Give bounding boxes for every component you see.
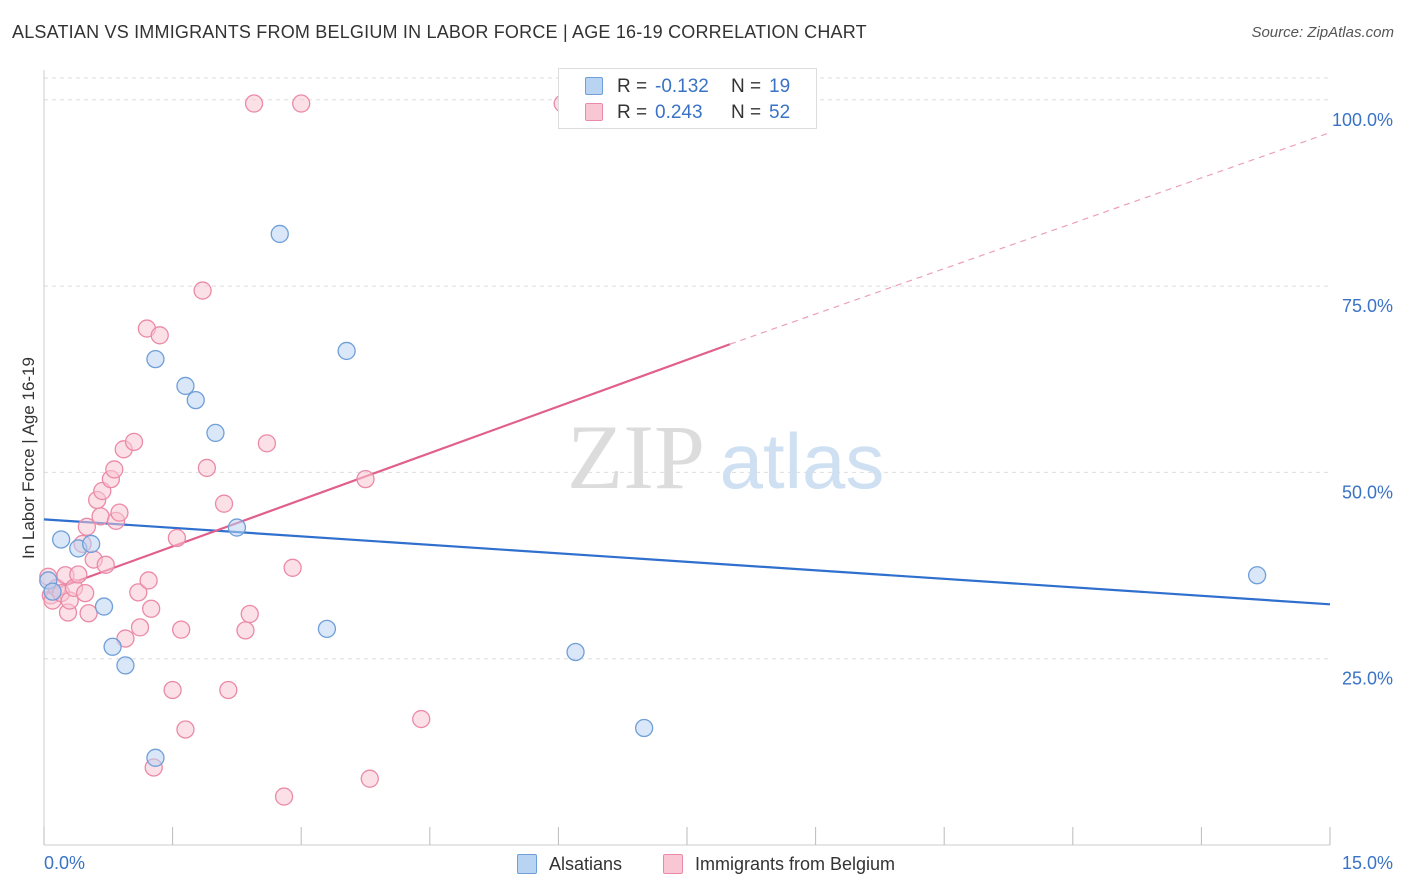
- belgium-trend-line: [43, 343, 731, 595]
- alsatians-n-value: 19: [769, 76, 791, 97]
- belgium-point: [142, 599, 161, 618]
- x-tick-label-min: 0.0%: [44, 853, 85, 873]
- series-legend: Alsatians Immigrants from Belgium: [0, 852, 1406, 876]
- r-label: R =: [617, 76, 648, 97]
- belgium-point: [139, 571, 158, 590]
- alsatians-r-value: -0.132: [655, 76, 709, 97]
- belgium-trend-extension: [729, 132, 1331, 345]
- belgium-point: [214, 494, 234, 513]
- chart-source: Source: ZipAtlas.com: [1251, 24, 1394, 41]
- belgium-point: [292, 94, 311, 113]
- belgium-point: [274, 787, 294, 806]
- y-tick-label: 50.0%: [1342, 482, 1393, 502]
- y-tick-label: 25.0%: [1342, 669, 1393, 689]
- belgium-point: [360, 769, 379, 788]
- alsatians-swatch: [585, 77, 603, 95]
- belgium-point: [244, 94, 264, 113]
- alsatians-point: [317, 619, 337, 639]
- alsatians-point: [186, 390, 205, 410]
- belgium-legend-label: Immigrants from Belgium: [695, 854, 896, 874]
- belgium-point: [219, 680, 238, 700]
- belgium-legend-swatch: [663, 854, 683, 874]
- alsatians-point: [82, 534, 101, 554]
- belgium-point: [167, 528, 187, 548]
- belgium-point: [79, 604, 98, 623]
- belgium-n-value: 52: [769, 102, 791, 123]
- alsatians-point: [206, 423, 225, 443]
- alsatians-point: [227, 518, 247, 537]
- grid-lines: [44, 77, 1330, 660]
- belgium-point: [176, 720, 195, 739]
- belgium-point: [172, 620, 191, 639]
- belgium-point: [283, 558, 302, 577]
- alsatians-point: [146, 349, 165, 369]
- belgium-point: [116, 629, 135, 648]
- belgium-point: [91, 507, 110, 526]
- alsatians-point: [337, 341, 356, 361]
- belgium-point: [197, 458, 217, 478]
- x-tick-label-max: 15.0%: [1342, 853, 1393, 873]
- belgium-point: [356, 469, 375, 489]
- n-label: N =: [731, 76, 762, 97]
- belgium-point: [150, 326, 169, 345]
- r-label: R =: [617, 102, 648, 123]
- alsatians-point: [43, 582, 62, 601]
- axes: 25.0% 50.0% 75.0% 100.0% 0.0% 15.0%: [43, 70, 1393, 873]
- alsatians-legend-label: Alsatians: [549, 854, 623, 874]
- belgium-point: [110, 503, 129, 522]
- belgium-point: [163, 680, 182, 700]
- watermark-atlas: atlas: [720, 417, 885, 505]
- belgium-point: [105, 460, 124, 479]
- belgium-point: [193, 281, 212, 300]
- belgium-point: [240, 604, 259, 624]
- alsatians-point: [566, 642, 585, 662]
- y-axis-label: In Labor Force | Age 16-19: [19, 357, 38, 559]
- n-label: N =: [731, 102, 762, 123]
- belgium-point: [96, 555, 115, 574]
- correlation-legend: R = -0.132 N = 19 R = 0.243 N = 52: [558, 68, 817, 129]
- belgium-point: [77, 517, 97, 536]
- alsatians-point: [51, 530, 71, 549]
- alsatians-point: [176, 376, 195, 396]
- belgium-point: [257, 434, 277, 453]
- alsatians-point: [94, 597, 114, 616]
- y-tick-label: 75.0%: [1342, 296, 1393, 316]
- watermark-zip: ZIP: [567, 406, 705, 508]
- belgium-point: [412, 709, 431, 729]
- belgium-point: [130, 618, 150, 637]
- alsatians-point: [103, 637, 122, 656]
- alsatians-point: [634, 718, 654, 738]
- watermark: ZIP atlas: [567, 406, 884, 508]
- belgium-swatch: [585, 103, 603, 121]
- belgium-r-value: 0.243: [655, 102, 703, 123]
- chart-title: ALSATIAN VS IMMIGRANTS FROM BELGIUM IN L…: [12, 22, 867, 42]
- alsatians-legend-swatch: [517, 854, 537, 874]
- alsatians-point: [146, 748, 165, 767]
- belgium-point: [129, 583, 148, 602]
- alsatians-trend-line: [43, 518, 1331, 606]
- alsatians-point: [270, 224, 289, 244]
- belgium-point: [76, 583, 95, 603]
- belgium-point: [69, 565, 88, 584]
- belgium-point: [124, 432, 144, 452]
- trend-lines: [43, 132, 1331, 606]
- y-tick-label: 100.0%: [1332, 110, 1393, 130]
- alsatians-point: [116, 656, 135, 675]
- alsatians-point: [1247, 566, 1267, 585]
- belgium-point: [236, 621, 255, 640]
